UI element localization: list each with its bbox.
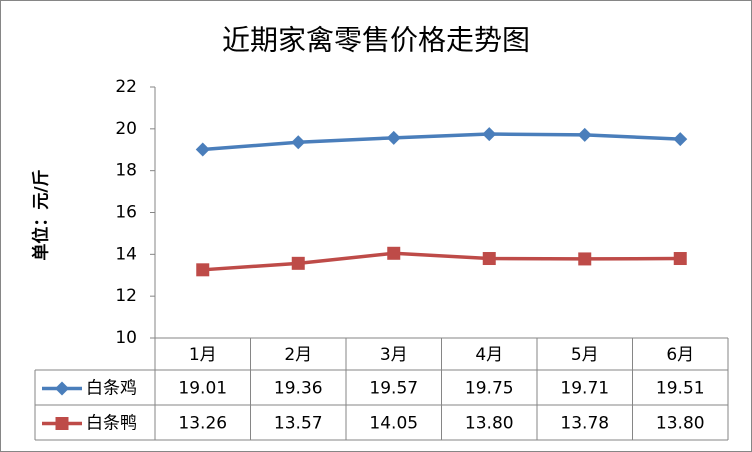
- table-value: 14.05: [369, 414, 418, 434]
- table-value: 13.80: [656, 414, 705, 434]
- x-tick-label: 5月: [571, 345, 599, 365]
- table-value: 19.51: [656, 379, 705, 399]
- table-value: 19.01: [178, 379, 227, 399]
- marker: [196, 263, 210, 277]
- y-tick-label: 18: [115, 161, 137, 181]
- legend-marker: [55, 417, 69, 430]
- legend-marker: [55, 381, 69, 396]
- y-tick-label: 20: [115, 119, 137, 139]
- chart-title: 近期家禽零售价格走势图: [222, 24, 530, 57]
- marker: [673, 132, 688, 147]
- marker: [482, 252, 496, 266]
- line: [202, 251, 681, 272]
- x-tick-label: 2月: [284, 345, 312, 365]
- table-value: 13.57: [274, 414, 323, 434]
- table-value: 13.78: [560, 414, 609, 434]
- y-tick-label: 12: [115, 286, 137, 306]
- y-tick-label: 16: [115, 203, 137, 223]
- marker: [195, 142, 210, 157]
- marker: [673, 252, 687, 266]
- marker: [386, 130, 401, 145]
- table-value: 13.26: [178, 414, 227, 434]
- marker: [578, 252, 592, 266]
- y-tick-label: 14: [115, 244, 137, 264]
- table-value: 19.57: [369, 379, 418, 399]
- x-tick-label: 3月: [380, 345, 408, 365]
- marker: [291, 135, 306, 150]
- legend-label: 白条鸡: [86, 379, 137, 399]
- line: [202, 132, 681, 152]
- legend-label: 白条鸭: [86, 414, 137, 434]
- table-value: 13.80: [465, 414, 514, 434]
- marker: [291, 256, 305, 270]
- y-tick-label: 22: [115, 77, 137, 97]
- y-tick-label: 10: [115, 328, 137, 348]
- y-axis-label: 单位：元/斤: [31, 169, 52, 260]
- table-value: 19.75: [465, 379, 514, 399]
- marker: [482, 127, 497, 142]
- x-tick-label: 1月: [189, 345, 217, 365]
- marker: [577, 127, 592, 142]
- x-tick-label: 4月: [475, 345, 503, 365]
- x-tick-label: 6月: [666, 345, 694, 365]
- marker: [387, 246, 401, 260]
- table-value: 19.36: [274, 379, 323, 399]
- table-value: 19.71: [560, 379, 609, 399]
